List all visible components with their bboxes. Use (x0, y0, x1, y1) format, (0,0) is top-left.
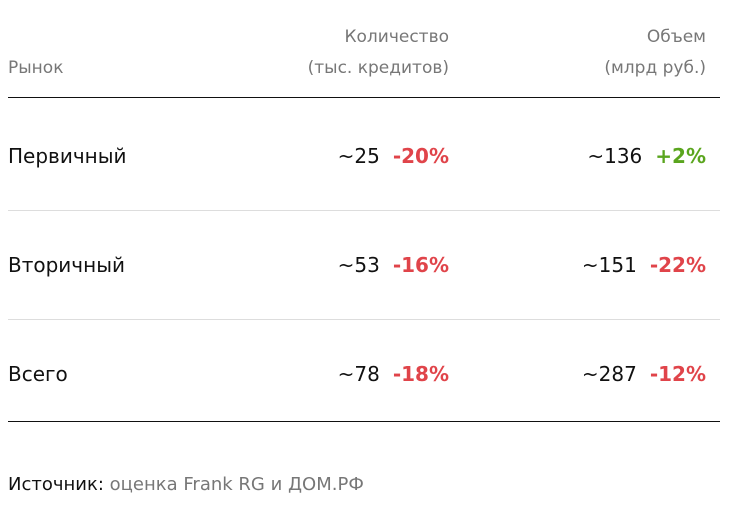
change: -20% (392, 143, 449, 168)
row-cell: ~151 -22% (500, 210, 706, 319)
source: Источник: оценка Frank RG и ДОМ.РФ (8, 474, 364, 495)
header-cell: Рынок (8, 20, 268, 84)
row-label: Всего (8, 319, 268, 428)
row-rule (8, 319, 720, 320)
change: -12% (649, 361, 706, 386)
bottom-rule (8, 421, 720, 422)
value: ~136 (587, 143, 643, 168)
row-cell: ~136 +2% (500, 101, 706, 210)
row-cell: ~287 -12% (500, 319, 706, 428)
header-line: (млрд руб.) (604, 58, 706, 78)
row-label: Вторичный (8, 210, 268, 319)
header-cell: Объем (млрд руб.) (500, 20, 706, 84)
header-line: Объем (646, 27, 706, 47)
value: ~53 (337, 252, 380, 277)
value: ~78 (337, 361, 380, 386)
change: -22% (649, 252, 706, 277)
header-line: Рынок (8, 58, 64, 78)
market-name: Вторичный (8, 252, 125, 277)
change: +2% (655, 143, 706, 168)
header-line: (тыс. кредитов) (307, 58, 449, 78)
source-label: Источник: (8, 474, 104, 495)
header-cell: Количество (тыс. кредитов) (250, 20, 449, 84)
change: -18% (392, 361, 449, 386)
row-cell: ~25 -20% (250, 101, 449, 210)
value: ~287 (581, 361, 637, 386)
value: ~25 (337, 143, 380, 168)
header-line: Количество (344, 27, 449, 47)
value: ~151 (581, 252, 637, 277)
market-name: Всего (8, 361, 68, 386)
row-cell: ~78 -18% (250, 319, 449, 428)
source-text: оценка Frank RG и ДОМ.РФ (109, 474, 364, 495)
row-cell: ~53 -16% (250, 210, 449, 319)
row-rule (8, 210, 720, 211)
market-name: Первичный (8, 143, 127, 168)
header-rule (8, 97, 720, 98)
change: -16% (392, 252, 449, 277)
row-label: Первичный (8, 101, 268, 210)
